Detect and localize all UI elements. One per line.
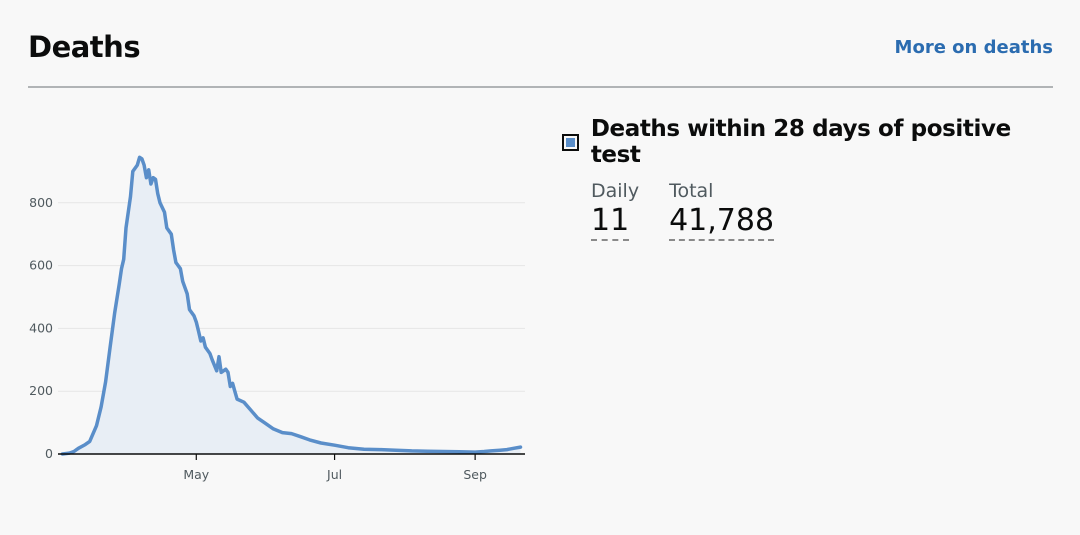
daily-stat: Daily 11 (591, 180, 639, 241)
metric-legend: Deaths within 28 days of positive test (562, 116, 1062, 168)
legend-swatch-icon (562, 133, 579, 151)
y-tick-label-800: 800 (29, 195, 53, 210)
y-tick-label-600: 600 (29, 258, 53, 273)
total-value[interactable]: 41,788 (669, 204, 775, 241)
series-area (62, 157, 521, 455)
page-title: Deaths (28, 30, 141, 64)
more-on-deaths-link[interactable]: More on deaths (894, 37, 1053, 58)
x-tick-label-sep: Sep (463, 467, 487, 482)
y-tick-label-400: 400 (29, 320, 53, 335)
y-tick-label-0: 0 (45, 446, 53, 461)
deaths-chart: 0 200 400 600 800 May Jul Sep (0, 100, 540, 500)
total-stat: Total 41,788 (669, 180, 775, 241)
section-header: Deaths More on deaths (28, 28, 1053, 88)
deaths-chart-svg: 0 200 400 600 800 May Jul Sep (29, 155, 525, 482)
metric-name: Deaths within 28 days of positive test (590, 116, 1011, 168)
daily-label: Daily (591, 180, 640, 202)
y-tick-label-200: 200 (29, 383, 53, 398)
daily-value[interactable]: 11 (591, 204, 630, 241)
total-label: Total (669, 180, 714, 202)
series-line (60, 155, 523, 456)
x-tick-label-jul: Jul (326, 467, 342, 482)
metric-summary: Deaths within 28 days of positive test D… (562, 116, 1062, 241)
x-tick-label-may: May (183, 467, 209, 482)
metric-stats: Daily 11 Total 41,788 (562, 180, 1062, 241)
